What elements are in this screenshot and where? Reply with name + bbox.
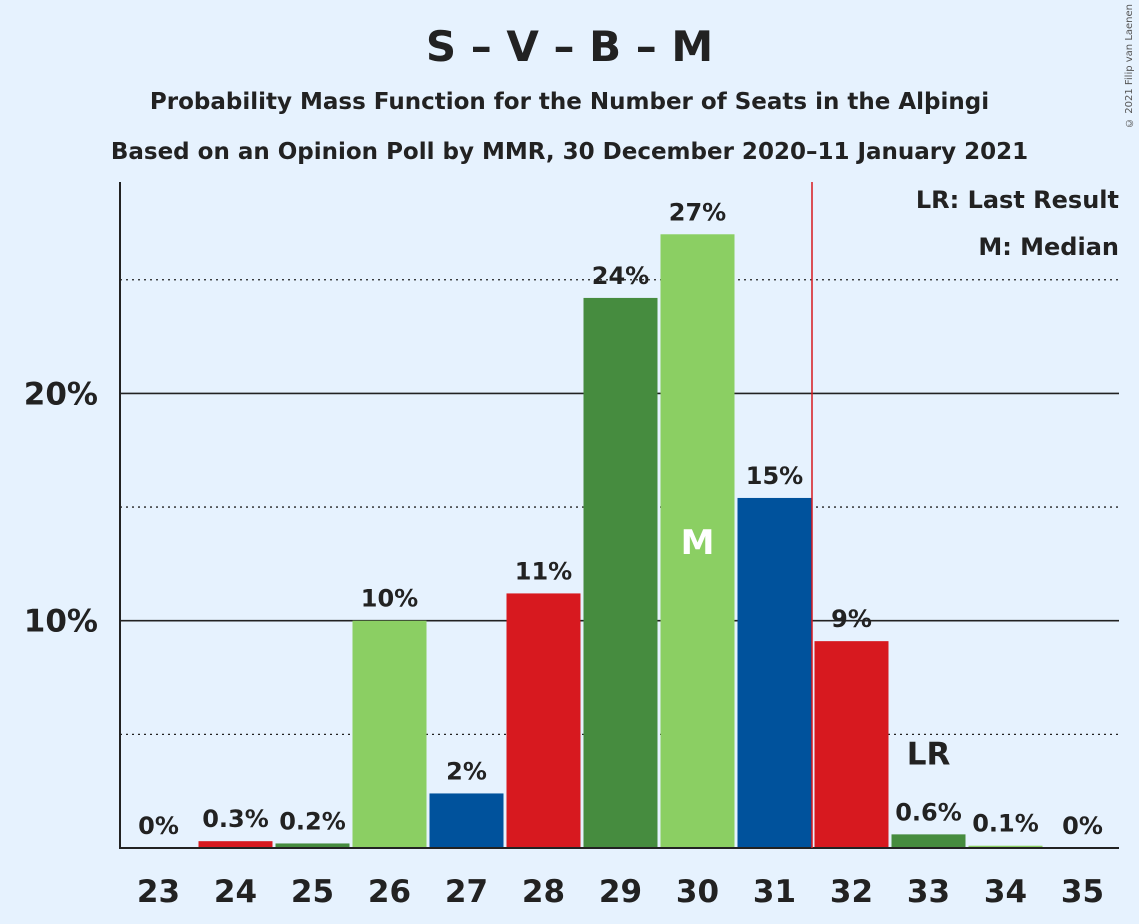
- last-result-marker: LR: [907, 736, 951, 772]
- bar: [506, 593, 581, 848]
- bar-value-label: 27%: [669, 198, 726, 226]
- x-tick-label: 31: [753, 874, 796, 910]
- bar-value-label: 2%: [446, 757, 487, 785]
- bar-value-label: 0.2%: [279, 807, 346, 835]
- x-tick-label: 23: [137, 874, 180, 910]
- bar: [275, 843, 350, 848]
- bar: [429, 793, 504, 848]
- legend-last-result: LR: Last Result: [915, 186, 1119, 214]
- y-tick-label: 20%: [24, 376, 98, 412]
- bar: [660, 234, 735, 849]
- x-tick-label: 25: [291, 874, 334, 910]
- x-tick-label: 24: [214, 874, 257, 910]
- x-tick-label: 32: [830, 874, 873, 910]
- x-tick-label: 26: [368, 874, 411, 910]
- bar-value-label: 0.1%: [972, 810, 1039, 838]
- x-tick-label: 28: [522, 874, 565, 910]
- bar: [352, 620, 427, 848]
- bar: [198, 841, 273, 848]
- bar: [814, 641, 889, 848]
- x-tick-label: 35: [1061, 874, 1104, 910]
- bar-value-label: 24%: [592, 262, 649, 290]
- x-tick-label: 34: [984, 874, 1027, 910]
- bar: [583, 297, 658, 848]
- bar: [891, 834, 966, 848]
- x-tick-label: 29: [599, 874, 642, 910]
- bar-value-label: 15%: [746, 462, 803, 490]
- bar: [737, 497, 812, 848]
- median-marker: M: [681, 523, 715, 563]
- chart-subtitle-poll: Based on an Opinion Poll by MMR, 30 Dece…: [110, 139, 1029, 165]
- bar-value-label: 0.3%: [202, 805, 269, 833]
- bar-value-label: 9%: [831, 605, 872, 633]
- bar-value-label: 0%: [1062, 812, 1103, 840]
- bar-value-label: 0.6%: [895, 798, 962, 826]
- bar-value-label: 0%: [138, 812, 179, 840]
- legend-median: M: Median: [978, 233, 1119, 261]
- bar: [968, 845, 1043, 848]
- y-tick-label: 10%: [24, 604, 98, 640]
- x-tick-label: 30: [676, 874, 719, 910]
- bar-value-label: 10%: [361, 585, 418, 613]
- bar-value-label: 11%: [515, 557, 572, 585]
- x-tick-label: 27: [445, 874, 488, 910]
- chart-title: S – V – B – M: [425, 22, 714, 71]
- chart-subtitle: Probability Mass Function for the Number…: [149, 89, 990, 115]
- x-tick-label: 33: [907, 874, 950, 910]
